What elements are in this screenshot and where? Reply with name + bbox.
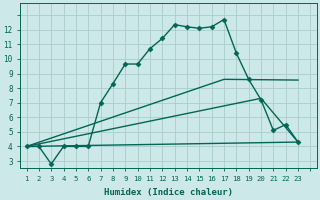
X-axis label: Humidex (Indice chaleur): Humidex (Indice chaleur): [104, 188, 233, 197]
